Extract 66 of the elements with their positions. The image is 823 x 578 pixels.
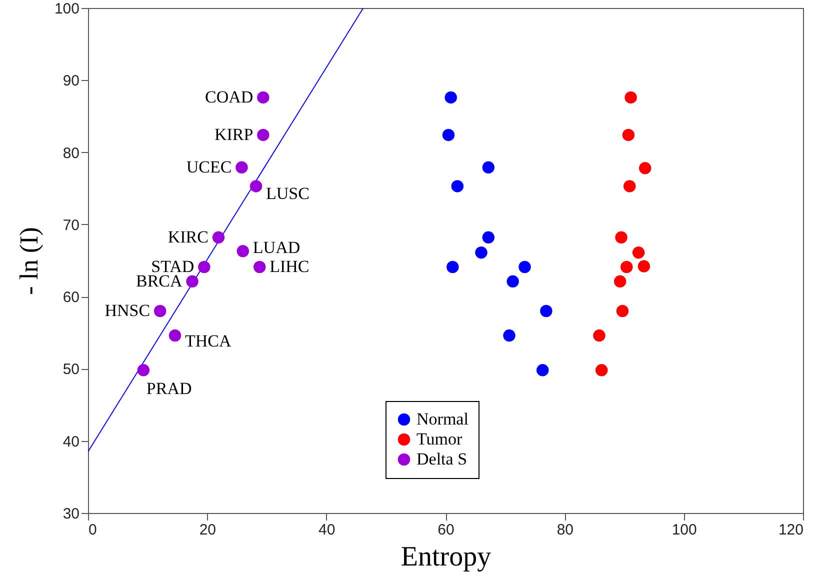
point <box>212 231 225 244</box>
point <box>614 275 626 288</box>
annotation: LUAD <box>252 238 300 258</box>
annotation: KIRC <box>168 227 208 246</box>
y-tick-label: 80 <box>62 144 80 162</box>
point <box>622 128 635 142</box>
annotation: THCA <box>184 332 232 351</box>
x-axis-title: Entropy <box>400 542 492 572</box>
annotation: COAD <box>205 87 254 106</box>
point <box>624 91 637 104</box>
point <box>236 245 250 258</box>
point <box>616 304 629 318</box>
x-tick-label: 20 <box>199 522 216 538</box>
point <box>451 180 464 192</box>
point <box>236 161 248 174</box>
point <box>536 364 549 376</box>
y-tick-label: 50 <box>62 361 80 378</box>
annotation: HNSC <box>104 301 150 320</box>
y-tick-label: 40 <box>62 433 80 450</box>
point <box>506 275 519 288</box>
point <box>482 161 495 174</box>
point <box>442 128 455 142</box>
y-tick-label: 60 <box>62 289 80 306</box>
y-tick-label: 30 <box>62 506 80 522</box>
x-tick-label: 100 <box>672 522 697 538</box>
annotation: LUSC <box>266 184 310 204</box>
legend-label: Tumor <box>416 430 463 448</box>
point <box>638 260 650 272</box>
point <box>475 246 488 259</box>
point <box>615 231 628 244</box>
point <box>257 128 270 142</box>
point <box>186 275 198 288</box>
point <box>257 91 270 104</box>
annotation: KIRP <box>214 124 254 144</box>
x-tick-label: 80 <box>556 522 574 538</box>
point <box>623 180 636 192</box>
x-tick-label: 40 <box>318 522 336 538</box>
y-axis-title: - ln (I) <box>14 227 44 295</box>
annotation: PRAD <box>146 379 192 398</box>
y-tick-label: 70 <box>62 216 80 234</box>
point <box>595 364 608 376</box>
point <box>137 364 150 376</box>
y-tick-label: 100 <box>54 0 80 18</box>
point <box>253 260 266 274</box>
point <box>620 260 633 274</box>
legend-label: Delta S <box>416 450 468 468</box>
point <box>482 231 495 244</box>
annotation: UCEC <box>186 157 232 176</box>
x-tick-label: 120 <box>778 522 804 538</box>
point <box>638 162 652 174</box>
x-tick-label: 60 <box>438 522 454 538</box>
point <box>632 246 645 259</box>
point <box>250 180 262 192</box>
point <box>154 304 166 318</box>
point <box>444 91 457 104</box>
point <box>540 304 552 318</box>
point <box>503 329 516 342</box>
point <box>446 260 459 274</box>
point <box>168 329 182 342</box>
annotation: LIHC <box>270 256 310 276</box>
point <box>198 260 210 274</box>
x-tick-label: 0 <box>88 522 97 538</box>
y-tick-label: 90 <box>62 72 80 90</box>
point <box>518 260 531 274</box>
point <box>593 329 606 342</box>
legend-label: Normal <box>416 410 469 428</box>
